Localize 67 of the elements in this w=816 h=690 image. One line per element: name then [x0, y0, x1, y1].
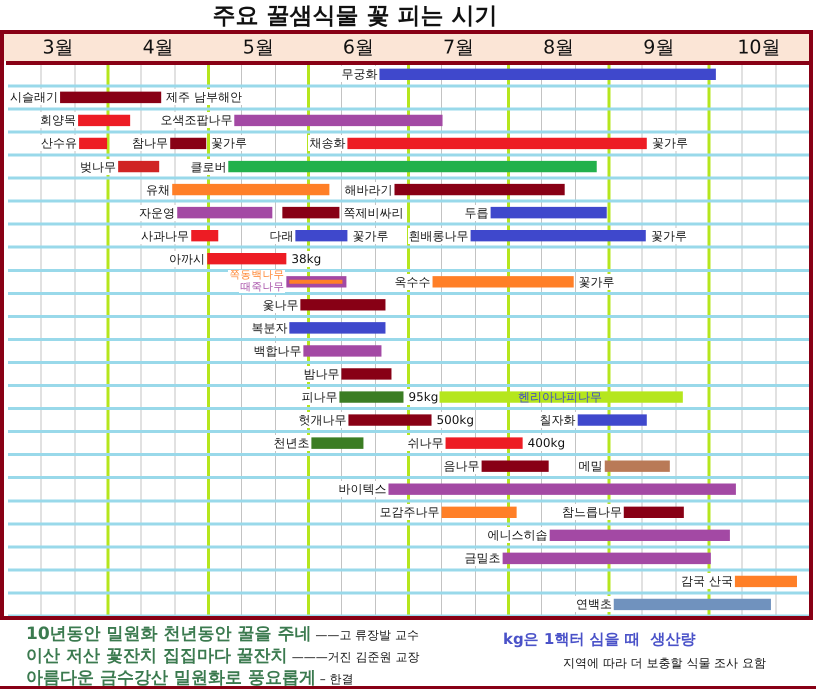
- series-label: 클로버: [189, 158, 228, 175]
- series-label: 옻나무: [261, 296, 300, 313]
- series-label: 밤나무: [302, 366, 340, 382]
- series-label: 참느릅나무: [560, 504, 623, 520]
- series-label: 헛개나무: [297, 412, 348, 428]
- series-label: 쉬나무: [406, 435, 445, 452]
- series-label: 유채: [145, 182, 172, 198]
- x-tick-label: 5월: [242, 36, 274, 58]
- series-label: 참나무: [131, 135, 170, 152]
- series-label: 채송화: [308, 135, 346, 152]
- annotation: 38kg: [290, 250, 322, 267]
- x-tick-label: 8월: [543, 36, 574, 58]
- series-label: 두릅: [464, 204, 490, 221]
- text: kg은 1핵터 심을 때 생산량: [503, 630, 696, 649]
- text: 아름다운 금수강산 밀원화로 풍요롭게: [26, 667, 316, 689]
- data-label: 꽃가루: [650, 228, 688, 244]
- series-label: 감국 산국: [680, 573, 734, 590]
- annotation: 95kg: [407, 389, 440, 406]
- series-label: 옥수수: [394, 274, 432, 290]
- series-label: 흰배롱나무: [408, 228, 470, 244]
- data-label: 꽃가루: [578, 274, 616, 290]
- annotation: 500kg: [436, 412, 475, 428]
- x-tick-label: 10월: [737, 36, 781, 58]
- series-label: 때죽나무: [239, 280, 286, 294]
- series-label: 모감주나무: [378, 504, 441, 520]
- series-label: 바이텍스: [337, 481, 388, 498]
- series-label: 천년초: [272, 435, 310, 452]
- series-label: 피나무: [300, 389, 338, 406]
- text: ———거진 김준원 교장: [292, 649, 420, 666]
- text: 지역에 따라 더 보충할 식물 조사 요함: [563, 655, 766, 672]
- series-label: 에니스히솝: [486, 527, 549, 544]
- annotation: 400kg: [526, 435, 566, 452]
- series-label: 메밀: [578, 458, 604, 474]
- x-tick-label: 3월: [42, 36, 74, 58]
- data-label: 꽃가루: [650, 135, 689, 152]
- series-label: 아까시: [168, 250, 206, 267]
- series-label: 금밀초: [464, 550, 502, 566]
- series-label: 오색조팝나무: [159, 112, 234, 128]
- series-label: 산수유: [40, 135, 78, 152]
- series-label: 연백초: [574, 596, 613, 612]
- series-label: 무궁화: [340, 66, 378, 82]
- series-label: 해바라기: [343, 182, 394, 198]
- data-label: 제주 남부해안: [165, 89, 244, 106]
- x-tick-label: 9월: [643, 36, 674, 58]
- series-label: 시슬래기: [9, 89, 60, 106]
- data-label: 꽃가루: [210, 135, 248, 152]
- x-tick-label: 4월: [142, 36, 174, 58]
- series-label: 벚나무: [79, 158, 118, 175]
- text: 10년동안 밀원화 천년동안 꿀을 주네: [26, 623, 312, 645]
- text: 이산 저산 꽃잔치 집집마다 꿀잔치: [26, 645, 288, 667]
- text: ——고 류장발 교수: [315, 627, 419, 644]
- series-label: 회양목: [39, 112, 78, 128]
- data-label: 꽃가루: [351, 228, 390, 244]
- series-label: 백합나무: [252, 342, 302, 359]
- series-label: 다래: [268, 228, 294, 244]
- x-tick-label: 7월: [443, 36, 474, 58]
- series-label: 자운영: [138, 204, 176, 221]
- series-label: 칠자화: [538, 412, 577, 428]
- chart-title: 주요 꿀샘식물 꽃 피는 시기: [211, 2, 499, 30]
- series-label: 쪽제비싸리: [342, 204, 404, 221]
- series-label: 쪽동백나무: [228, 269, 286, 282]
- series-label: 헨리아나피나무: [518, 389, 602, 406]
- x-tick-label: 6월: [342, 36, 374, 58]
- series-label: 복분자: [250, 320, 288, 336]
- series-label: 사과나무: [140, 228, 190, 244]
- series-label: 음나무: [442, 458, 481, 474]
- text: – 한결: [320, 671, 354, 688]
